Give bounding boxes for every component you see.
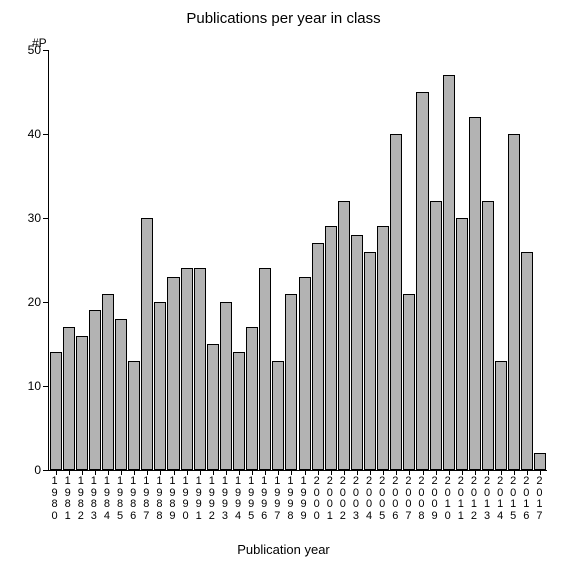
bar <box>259 268 271 470</box>
bar <box>194 268 206 470</box>
x-tick-label: 1992 <box>205 476 218 522</box>
bar <box>272 361 284 470</box>
bar <box>469 117 481 470</box>
bar <box>325 226 337 470</box>
y-tick-label: 10 <box>28 379 41 393</box>
bar <box>443 75 455 470</box>
x-tick-label: 2005 <box>376 476 389 522</box>
bars-layer <box>49 50 547 470</box>
y-tick-label: 40 <box>28 127 41 141</box>
x-tick-label: 2000 <box>310 476 323 522</box>
bar <box>207 344 219 470</box>
x-tick-label: 1990 <box>179 476 192 522</box>
x-tick-label: 1980 <box>48 476 61 522</box>
x-tick-label: 2006 <box>389 476 402 522</box>
y-tick <box>43 218 49 219</box>
x-tick-label: 1983 <box>87 476 100 522</box>
x-tick-label: 2002 <box>336 476 349 522</box>
x-tick-label: 1995 <box>245 476 258 522</box>
bar <box>351 235 363 470</box>
chart-container: Publications per year in class #P 010203… <box>0 0 567 567</box>
bar <box>128 361 140 470</box>
x-tick-label: 1987 <box>140 476 153 522</box>
chart-title: Publications per year in class <box>0 10 567 27</box>
bar <box>102 294 114 470</box>
y-tick <box>43 50 49 51</box>
x-tick-label: 2014 <box>494 476 507 522</box>
bar <box>521 252 533 470</box>
x-tick-label: 1993 <box>218 476 231 522</box>
bar <box>534 453 546 470</box>
bar <box>76 336 88 470</box>
x-tick-label: 2003 <box>349 476 362 522</box>
bar <box>63 327 75 470</box>
x-tick-label: 2015 <box>507 476 520 522</box>
x-tick-label: 2011 <box>454 476 467 522</box>
x-tick-label: 1989 <box>166 476 179 522</box>
x-tick-label: 2017 <box>533 476 546 522</box>
x-tick-label: 2012 <box>467 476 480 522</box>
x-tick-label: 1981 <box>61 476 74 522</box>
x-tick-label: 1991 <box>192 476 205 522</box>
bar <box>430 201 442 470</box>
y-tick <box>43 134 49 135</box>
bar <box>299 277 311 470</box>
bar <box>233 352 245 470</box>
bar <box>338 201 350 470</box>
bar <box>181 268 193 470</box>
bar <box>246 327 258 470</box>
bar <box>495 361 507 470</box>
x-tick-label: 2010 <box>441 476 454 522</box>
x-tick-label: 1999 <box>297 476 310 522</box>
x-tick-label: 2013 <box>480 476 493 522</box>
x-tick-label: 1988 <box>153 476 166 522</box>
x-tick-label: 1998 <box>284 476 297 522</box>
y-tick <box>43 470 49 471</box>
y-tick-label: 30 <box>28 211 41 225</box>
bar <box>50 352 62 470</box>
bar <box>141 218 153 470</box>
bar <box>154 302 166 470</box>
x-tick-label: 2008 <box>415 476 428 522</box>
y-tick-label: 20 <box>28 295 41 309</box>
bar <box>403 294 415 470</box>
x-tick-label: 2001 <box>323 476 336 522</box>
y-tick <box>43 302 49 303</box>
x-tick-label: 2009 <box>428 476 441 522</box>
x-tick-label: 2004 <box>363 476 376 522</box>
y-tick-label: 50 <box>28 43 41 57</box>
bar <box>482 201 494 470</box>
x-tick-label: 2007 <box>402 476 415 522</box>
x-tick-label: 1982 <box>74 476 87 522</box>
x-tick-label: 1997 <box>271 476 284 522</box>
x-tick-label: 2016 <box>520 476 533 522</box>
x-tick-label: 1994 <box>231 476 244 522</box>
bar <box>285 294 297 470</box>
bar <box>416 92 428 470</box>
bar <box>364 252 376 470</box>
bar <box>89 310 101 470</box>
plot-area: 01020304050 <box>48 50 547 471</box>
x-axis-title: Publication year <box>0 542 567 557</box>
bar <box>115 319 127 470</box>
y-tick <box>43 386 49 387</box>
x-tick-label: 1996 <box>258 476 271 522</box>
bar <box>220 302 232 470</box>
bar <box>456 218 468 470</box>
bar <box>312 243 324 470</box>
x-tick-label: 1986 <box>127 476 140 522</box>
bar <box>377 226 389 470</box>
y-tick-label: 0 <box>34 463 41 477</box>
x-tick-label: 1984 <box>100 476 113 522</box>
x-tick-label: 1985 <box>114 476 127 522</box>
bar <box>167 277 179 470</box>
bar <box>508 134 520 470</box>
bar <box>390 134 402 470</box>
